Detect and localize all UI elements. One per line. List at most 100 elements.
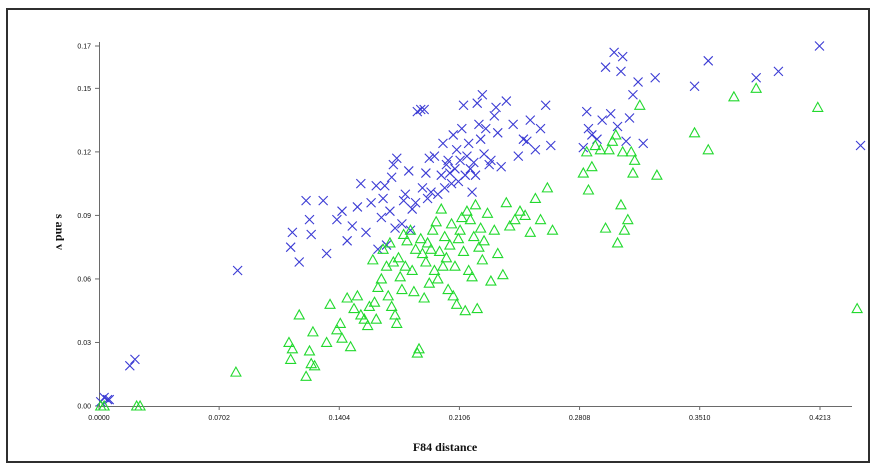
x-marker-point — [489, 110, 500, 121]
triangle-marker-point — [508, 213, 521, 225]
x-marker-point — [429, 151, 440, 162]
triangle-marker-point — [449, 260, 461, 271]
x-marker-point — [386, 172, 397, 183]
x-marker-point — [480, 123, 491, 134]
y-axis-ticks: 0.00 0.03 0.06 0.09 0.12 0.15 0.17 — [77, 44, 99, 411]
triangle-marker-point — [625, 145, 638, 157]
x-marker-point — [616, 66, 626, 77]
triangle-marker-point — [496, 268, 509, 280]
x-marker-point — [301, 195, 311, 206]
x-marker-point — [390, 223, 400, 234]
triangle-marker-point — [459, 304, 472, 316]
y-axis-title: s and v — [53, 214, 67, 250]
triangle-marker-point — [594, 143, 607, 155]
x-marker-point — [420, 168, 431, 178]
x-marker-point — [475, 134, 486, 145]
triangle-marker-point — [394, 270, 407, 282]
triangle-marker-point — [727, 90, 740, 102]
triangle-marker-point — [284, 353, 297, 364]
triangle-marker-point — [413, 342, 425, 354]
triangle-marker-point — [534, 213, 547, 225]
triangle-marker-point — [585, 160, 598, 172]
y-tick-label: 0.15 — [77, 86, 91, 93]
triangle-marker-point — [443, 238, 456, 250]
x-marker-point — [331, 214, 342, 225]
triangle-marker-point — [354, 308, 367, 320]
x-tick-label: 0.1404 — [329, 415, 351, 422]
triangle-marker-point — [428, 264, 441, 276]
y-tick-label: 0.06 — [77, 276, 91, 283]
triangle-marker-point — [336, 332, 348, 343]
triangle-marker-point — [529, 192, 542, 204]
x-marker-point — [525, 115, 536, 126]
triangle-marker-point — [481, 207, 494, 218]
triangle-marker-point — [500, 196, 513, 208]
x-marker-point — [477, 89, 488, 100]
x-marker-point — [448, 130, 459, 140]
x-marker-point — [578, 142, 589, 153]
triangle-marker-point — [611, 236, 624, 248]
x-marker-point — [463, 138, 474, 149]
x-marker-point — [361, 227, 371, 238]
x-marker-point — [439, 182, 450, 193]
triangle-marker-point — [433, 245, 446, 256]
triangle-marker-point — [404, 224, 417, 235]
axes — [99, 42, 852, 407]
x-marker-point — [379, 180, 390, 191]
triangle-marker-point — [431, 272, 444, 284]
x-marker-point — [600, 62, 611, 73]
x-marker-point — [530, 144, 541, 155]
x-marker-point — [342, 235, 353, 246]
triangle-marker-point — [618, 224, 631, 235]
triangle-marker-point — [390, 317, 403, 328]
triangle-marker-point — [469, 198, 482, 210]
triangle-marker-point — [476, 253, 489, 265]
triangle-marker-point — [577, 166, 590, 178]
x-marker-point — [397, 218, 407, 229]
x-marker-point — [638, 138, 649, 149]
x-marker-point — [617, 51, 628, 62]
x-marker-point — [628, 89, 638, 100]
x-marker-point — [347, 221, 358, 231]
triangle-marker-point — [407, 285, 420, 297]
triangle-marker-point — [503, 219, 516, 231]
triangle-marker-point — [423, 277, 436, 288]
x-marker-point — [474, 119, 484, 130]
x-marker-point — [855, 140, 866, 151]
x-marker-point — [467, 187, 477, 198]
triangle-marker-point — [324, 298, 336, 309]
x-marker-point — [689, 81, 700, 92]
data-points — [94, 41, 866, 411]
x-marker-point — [436, 170, 447, 181]
x-marker-point — [391, 153, 402, 164]
x-marker-point — [612, 121, 623, 132]
x-marker-point — [545, 140, 556, 151]
x-marker-point — [407, 204, 418, 214]
triangle-marker-point — [389, 308, 402, 320]
x-marker-point — [419, 104, 430, 115]
triangle-marker-point — [375, 272, 388, 284]
x-marker-point — [405, 225, 416, 236]
x-marker-point — [444, 168, 455, 178]
x-axis-title: F84 distance — [413, 440, 478, 454]
triangle-marker-point — [546, 224, 559, 235]
x-marker-point — [586, 130, 597, 140]
triangle-marker-point — [348, 302, 360, 314]
triangle-marker-point — [491, 247, 504, 259]
triangle-marker-point — [399, 260, 412, 271]
triangle-marker-point — [366, 253, 379, 265]
x-marker-point — [521, 136, 532, 147]
x-marker-point — [398, 195, 409, 206]
triangle-marker-point — [320, 336, 333, 348]
x-marker-point — [410, 197, 421, 208]
x-marker-point — [438, 138, 448, 149]
x-marker-point — [306, 229, 317, 240]
triangle-marker-point — [452, 232, 465, 244]
x-axis-ticks: 0.0000 0.0702 0.1404 0.2106 0.2808 0.3510 0.42… — [88, 406, 831, 422]
x-marker-point — [605, 108, 616, 119]
triangle-marker-point — [372, 281, 384, 292]
x-marker-point — [376, 212, 387, 223]
triangle-marker-point — [615, 198, 627, 210]
triangle-marker-point — [606, 135, 619, 146]
